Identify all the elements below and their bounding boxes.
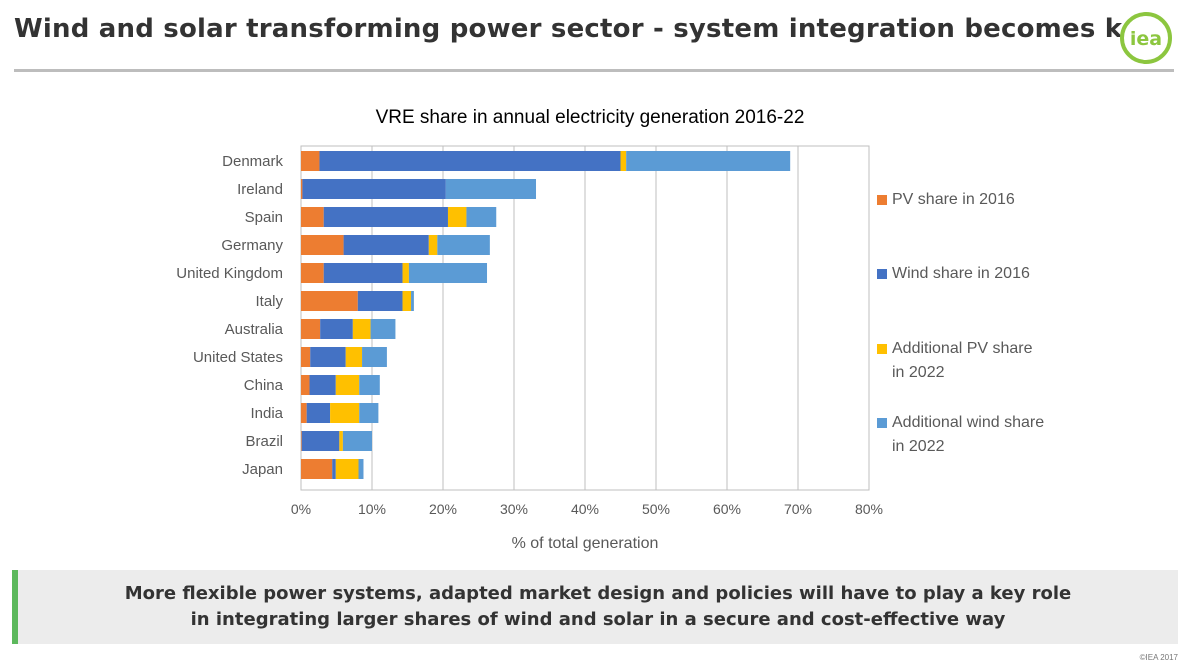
bar-segment bbox=[408, 263, 488, 283]
iea-logo-icon: iea bbox=[1120, 12, 1172, 64]
legend-label: in 2022 bbox=[892, 364, 945, 381]
legend-swatch bbox=[877, 269, 887, 279]
callout-line-2: in integrating larger shares of wind and… bbox=[190, 609, 1006, 630]
x-tick-label: 10% bbox=[358, 501, 386, 517]
bar-segment bbox=[402, 263, 409, 283]
bar-segment bbox=[301, 403, 307, 423]
bar-segment bbox=[411, 291, 414, 311]
bar-segment bbox=[306, 403, 331, 423]
vre-share-chart: VRE share in annual electricity generati… bbox=[176, 107, 1044, 552]
bar-segment bbox=[357, 291, 403, 311]
x-axis-title: % of total generation bbox=[512, 535, 659, 552]
bar-segment bbox=[335, 375, 360, 395]
x-tick-label: 0% bbox=[291, 501, 311, 517]
bar-segment bbox=[301, 263, 324, 283]
bar-segment bbox=[320, 319, 353, 339]
legend-label: Additional PV share bbox=[892, 340, 1033, 357]
bar-segment bbox=[359, 375, 380, 395]
bar-segment bbox=[309, 375, 336, 395]
y-category-label: Italy bbox=[255, 293, 283, 310]
y-category-label: Denmark bbox=[222, 153, 283, 170]
bar-segment bbox=[447, 207, 467, 227]
bar-segment bbox=[466, 207, 497, 227]
legend-swatch bbox=[877, 344, 887, 354]
bar-segment bbox=[301, 291, 358, 311]
bar-segment bbox=[339, 431, 343, 451]
title-divider bbox=[14, 69, 1174, 72]
y-category-label: Ireland bbox=[237, 181, 283, 198]
y-category-label: United States bbox=[193, 349, 283, 366]
bar-segment bbox=[301, 319, 321, 339]
bar-segment bbox=[301, 459, 333, 479]
x-tick-label: 40% bbox=[571, 501, 599, 517]
y-category-label: India bbox=[250, 405, 283, 422]
legend: PV share in 2016 Wind share in 2016 Additi… bbox=[877, 191, 1044, 455]
x-tick-label: 30% bbox=[500, 501, 528, 517]
bar-segment bbox=[332, 459, 336, 479]
bar-segment bbox=[301, 207, 324, 227]
x-tick-label: 60% bbox=[713, 501, 741, 517]
legend-label: Additional wind share bbox=[892, 414, 1044, 431]
x-tick-label: 50% bbox=[642, 501, 670, 517]
bar-segment bbox=[310, 347, 346, 367]
bar-segment bbox=[335, 459, 359, 479]
x-tick-label: 20% bbox=[429, 501, 457, 517]
copyright-text: ©IEA 2017 bbox=[1139, 653, 1178, 662]
bar-segment bbox=[323, 263, 403, 283]
bar-segment bbox=[301, 375, 310, 395]
legend-label: Wind share in 2016 bbox=[892, 265, 1030, 282]
bars bbox=[301, 151, 791, 479]
bar-segment bbox=[626, 151, 791, 171]
bar-segment bbox=[352, 319, 371, 339]
bar-segment bbox=[302, 179, 446, 199]
bar-segment bbox=[359, 403, 379, 423]
bar-segment bbox=[301, 235, 344, 255]
bar-segment bbox=[620, 151, 627, 171]
x-tick-label: 80% bbox=[855, 501, 883, 517]
callout-line-1: More flexible power systems, adapted mar… bbox=[124, 583, 1072, 604]
bar-segment bbox=[402, 291, 412, 311]
logo-ring bbox=[1120, 12, 1172, 64]
x-tick-label: 70% bbox=[784, 501, 812, 517]
logo-text: iea bbox=[1130, 28, 1162, 50]
bar-segment bbox=[362, 347, 387, 367]
y-category-label: Germany bbox=[221, 237, 283, 254]
y-category-label: United Kingdom bbox=[176, 265, 283, 282]
bar-segment bbox=[343, 235, 429, 255]
slide-title: Wind and solar transforming power sector… bbox=[14, 14, 1157, 44]
bar-segment bbox=[437, 235, 490, 255]
bar-segment bbox=[342, 431, 372, 451]
bar-segment bbox=[323, 207, 448, 227]
bar-segment bbox=[301, 431, 302, 451]
y-category-label: Japan bbox=[242, 461, 283, 478]
y-category-label: Spain bbox=[245, 209, 283, 226]
bar-segment bbox=[301, 431, 340, 451]
bar-segment bbox=[330, 403, 360, 423]
bar-segment bbox=[370, 319, 396, 339]
bar-segment bbox=[301, 179, 303, 199]
y-category-label: China bbox=[244, 377, 284, 394]
legend-swatch bbox=[877, 418, 887, 428]
bar-segment bbox=[301, 151, 320, 171]
bar-segment bbox=[445, 179, 537, 199]
bar-segment bbox=[301, 347, 311, 367]
x-axis-labels: 0% 10% 20% 30% 40% 50% 60% 70% 80% bbox=[291, 501, 883, 517]
key-message-callout: More flexible power systems, adapted mar… bbox=[12, 570, 1178, 644]
y-category-label: Australia bbox=[225, 321, 284, 338]
bar-segment bbox=[428, 235, 438, 255]
y-category-label: Brazil bbox=[245, 433, 283, 450]
bar-segment bbox=[345, 347, 363, 367]
chart-title: VRE share in annual electricity generati… bbox=[376, 107, 805, 128]
legend-label: in 2022 bbox=[892, 438, 945, 455]
y-axis-labels: Denmark Ireland Spain Germany United Kingdom… bbox=[176, 153, 283, 478]
bar-segment bbox=[358, 459, 364, 479]
bar-segment bbox=[319, 151, 621, 171]
legend-swatch bbox=[877, 195, 887, 205]
legend-label: PV share in 2016 bbox=[892, 191, 1015, 208]
